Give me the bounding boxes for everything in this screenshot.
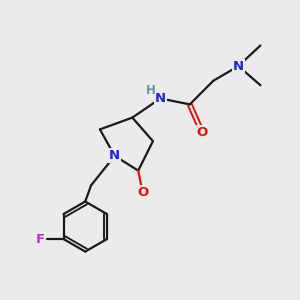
Text: O: O bbox=[196, 126, 207, 139]
Text: N: N bbox=[155, 92, 166, 105]
Text: O: O bbox=[137, 186, 148, 199]
Text: H: H bbox=[146, 84, 156, 97]
Text: N: N bbox=[233, 60, 244, 73]
Text: F: F bbox=[35, 232, 45, 246]
Text: N: N bbox=[109, 149, 120, 162]
